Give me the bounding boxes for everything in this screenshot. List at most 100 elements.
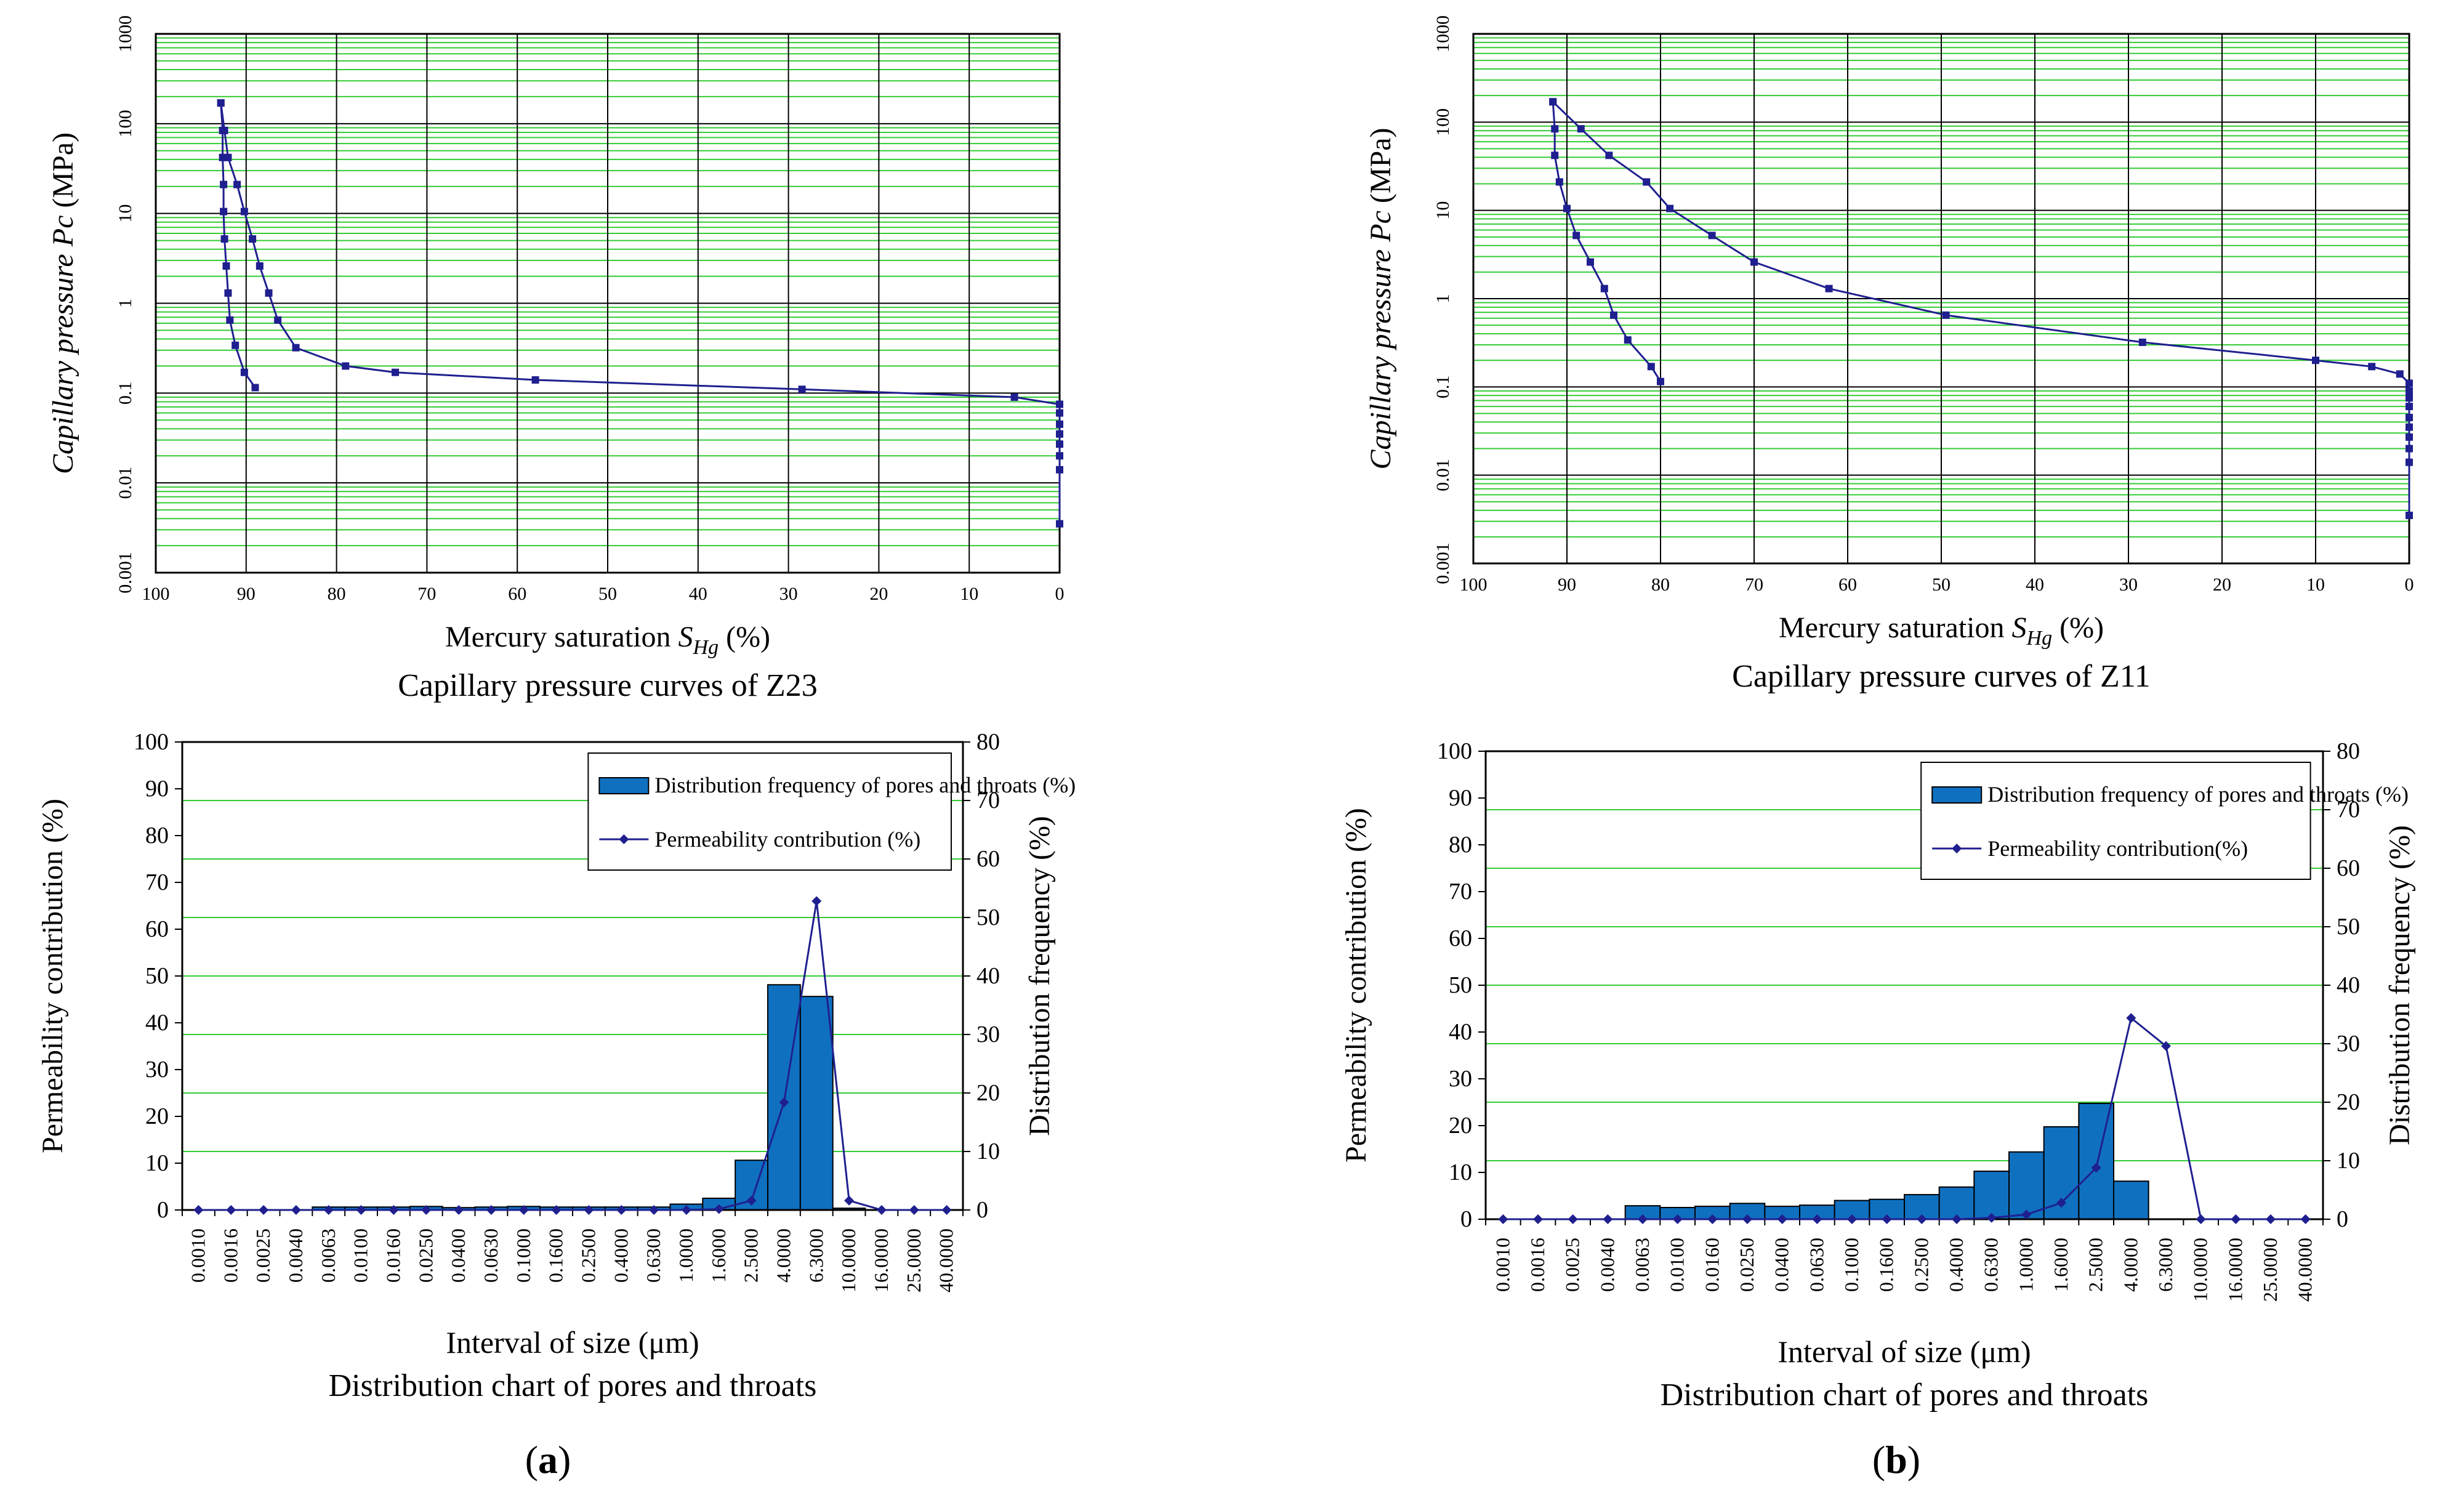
data-point (1643, 178, 1651, 186)
permeability-point (714, 1204, 724, 1214)
data-point (1056, 400, 1063, 408)
y-tick-label: 0.01 (115, 467, 135, 499)
x-tick-label: 90 (237, 584, 256, 604)
x-tick-label: 0.0400 (1771, 1238, 1793, 1292)
permeability-point (356, 1205, 366, 1215)
data-point (798, 385, 806, 393)
legend-label-permeability: Permeability contribution(%) (1987, 836, 2248, 861)
x-tick-label: 2.5000 (2085, 1238, 2107, 1292)
permeability-point (486, 1205, 496, 1215)
right-axis-title: Distribution frequency (%) (1023, 816, 1056, 1136)
permeability-point (746, 1195, 757, 1206)
x-tick-label: 80 (328, 584, 346, 604)
permeability-point (1986, 1212, 1997, 1223)
x-tick-label: 0.6300 (642, 1228, 664, 1283)
x-tick-label: 0.0160 (1701, 1238, 1723, 1292)
data-point (2406, 512, 2413, 520)
permeability-point (909, 1205, 919, 1215)
data-point (2406, 445, 2413, 453)
legend-label-distribution: Distribution frequency of pores and thro… (1987, 782, 2409, 807)
permeability-point (2266, 1214, 2276, 1224)
data-point (1657, 377, 1664, 385)
series-line-injection (1552, 101, 2410, 515)
y-axis-title: Capillary pressure Pc (MPa) (1364, 127, 1397, 469)
x-axis-title-subscript: Hg (2026, 627, 2053, 650)
permeability-point (2300, 1214, 2311, 1224)
right-tick-label: 50 (2337, 914, 2360, 940)
x-tick-label: 2.5000 (740, 1228, 762, 1283)
x-tick-label: 70 (1745, 575, 1763, 595)
x-tick-label: 25.0000 (903, 1228, 925, 1292)
bar (2078, 1102, 2114, 1220)
permeability-point (584, 1205, 594, 1215)
data-point (1056, 452, 1063, 460)
permeability-point (779, 1097, 789, 1108)
data-point (220, 208, 228, 216)
x-tick-label: 100 (142, 584, 170, 604)
right-tick-label: 10 (2337, 1148, 2360, 1174)
data-point (1551, 151, 1559, 159)
permeability-point (1847, 1214, 1857, 1224)
x-tick-label: 0.0630 (480, 1228, 502, 1283)
data-point (256, 262, 264, 270)
right-tick-label: 20 (976, 1080, 1000, 1106)
data-point (292, 344, 300, 352)
y-tick-label: 1000 (115, 15, 135, 52)
plot-frame (1472, 33, 2410, 565)
left-tick-label: 90 (145, 776, 169, 802)
x-tick-label: 6.3000 (2154, 1238, 2176, 1292)
x-tick-label: 20 (869, 584, 888, 604)
x-tick-label: 0.0063 (317, 1228, 339, 1283)
permeability-point (1707, 1214, 1718, 1224)
y-tick-label: 100 (115, 110, 135, 137)
x-tick-label: 6.3000 (805, 1228, 827, 1283)
data-point (1825, 284, 1833, 292)
left-tick-label: 30 (1449, 1066, 1472, 1092)
right-tick-label: 0 (2337, 1206, 2348, 1232)
data-point (219, 153, 227, 161)
left-tick-label: 10 (145, 1150, 169, 1176)
legend-label-permeability: Permeability contribution (%) (654, 827, 920, 852)
left-tick-label: 80 (1449, 832, 1472, 858)
left-tick-label: 80 (145, 823, 169, 849)
plot-frame (155, 33, 1061, 574)
x-tick-label: 0.4000 (610, 1228, 632, 1283)
chart-caption: Distribution chart of pores and throats (1661, 1377, 2149, 1413)
data-point (2406, 403, 2413, 411)
y-axis-title-unit: (MPa) (1364, 127, 1397, 211)
right-axis-title: Distribution frequency (%) (2383, 825, 2416, 1145)
x-tick-label: 0.0016 (1526, 1238, 1548, 1292)
permeability-point (1812, 1214, 1822, 1224)
permeability-point (2161, 1041, 2171, 1051)
x-tick-label: 0.0630 (1805, 1238, 1827, 1292)
data-point (222, 262, 230, 270)
x-tick-label: 100 (1460, 575, 1488, 595)
left-tick-label: 30 (145, 1057, 169, 1083)
x-axis-title-symbol: S (2012, 611, 2027, 644)
right-tick-label: 60 (2337, 855, 2360, 881)
x-tick-label: 90 (1558, 575, 1576, 595)
x-tick-label: 0.0160 (382, 1228, 404, 1283)
x-tick-label: 0.0250 (1736, 1238, 1758, 1292)
y-tick-label: 0.1 (115, 382, 135, 405)
bar (1973, 1171, 2010, 1220)
permeability-point (259, 1205, 269, 1215)
left-tick-label: 40 (145, 1010, 169, 1036)
data-point (274, 316, 282, 324)
series-line-withdrawal (220, 103, 256, 389)
permeability-point (323, 1205, 334, 1215)
left-tick-label: 70 (1449, 879, 1472, 905)
x-tick-label: 0.0025 (1561, 1238, 1584, 1292)
data-point (2406, 394, 2413, 402)
permeability-point (1533, 1214, 1543, 1224)
data-point (392, 368, 400, 376)
data-point (1610, 311, 1617, 319)
x-tick-label: 0.1000 (512, 1228, 534, 1283)
x-tick-label: 0 (1055, 584, 1065, 604)
y-tick-label: 0.1 (1433, 376, 1453, 399)
x-tick-label: 10 (2306, 575, 2325, 595)
data-point (1563, 204, 1571, 212)
data-point (1942, 311, 1950, 319)
data-point (1056, 430, 1063, 438)
